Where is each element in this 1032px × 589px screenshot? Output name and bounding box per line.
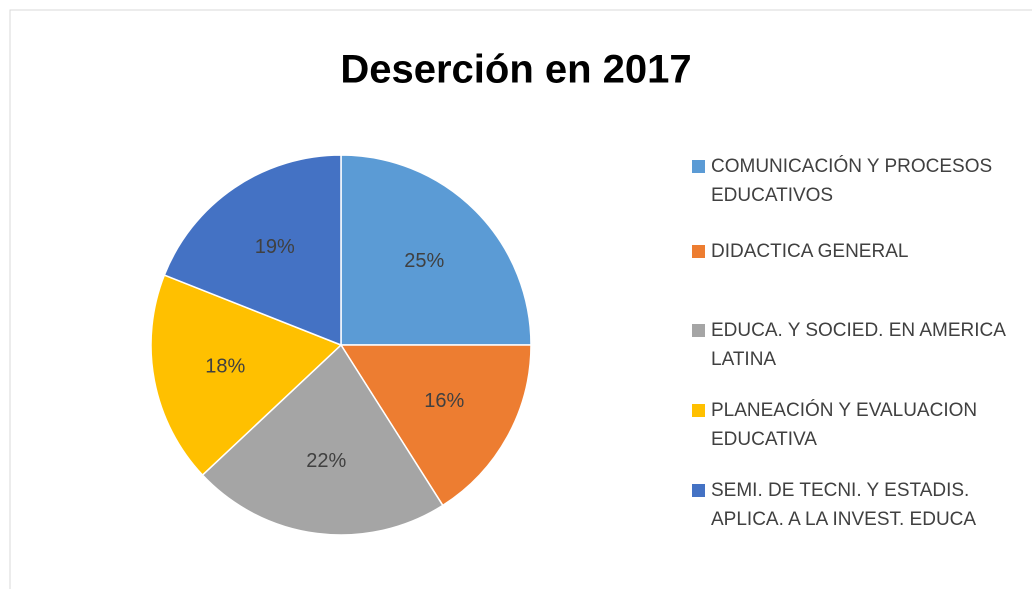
legend-swatch: [692, 160, 705, 173]
legend-swatch: [692, 324, 705, 337]
data-label: 16%: [424, 390, 464, 412]
legend-swatch: [692, 245, 705, 258]
legend-label: DIDACTICA GENERAL: [711, 241, 909, 262]
legend-item: SEMI. DE TECNI. Y ESTADIS. APLICA. A LA …: [692, 476, 1022, 534]
legend-label: COMUNICACIÓN Y PROCESOS EDUCATIVOS: [711, 156, 993, 206]
data-label: 19%: [255, 236, 295, 258]
legend-label: EDUCA. Y SOCIED. EN AMERICA LATINA: [711, 320, 1005, 370]
pie-slice: [340, 154, 532, 346]
data-label: 22%: [306, 450, 346, 472]
chart-title: Deserción en 2017: [340, 48, 691, 92]
data-label: 25%: [404, 250, 444, 272]
pie-slice: [150, 274, 343, 477]
pie-slice: [339, 344, 532, 507]
data-label: 18%: [205, 355, 245, 377]
legend-label: SEMI. DE TECNI. Y ESTADIS. APLICA. A LA …: [711, 480, 977, 530]
legend-item: COMUNICACIÓN Y PROCESOS EDUCATIVOS: [692, 152, 1022, 210]
legend-item: DIDACTICA GENERAL: [692, 237, 1022, 266]
pie-slice: [201, 343, 444, 536]
chart-border: [9, 9, 1032, 589]
legend-swatch: [692, 404, 705, 417]
legend-item: PLANEACIÓN Y EVALUACION EDUCATIVA: [692, 396, 1022, 454]
legend-label: PLANEACIÓN Y EVALUACION EDUCATIVA: [711, 400, 978, 450]
pie-slice: [163, 154, 342, 347]
legend-item: EDUCA. Y SOCIED. EN AMERICA LATINA: [692, 316, 1022, 374]
legend-swatch: [692, 484, 705, 497]
